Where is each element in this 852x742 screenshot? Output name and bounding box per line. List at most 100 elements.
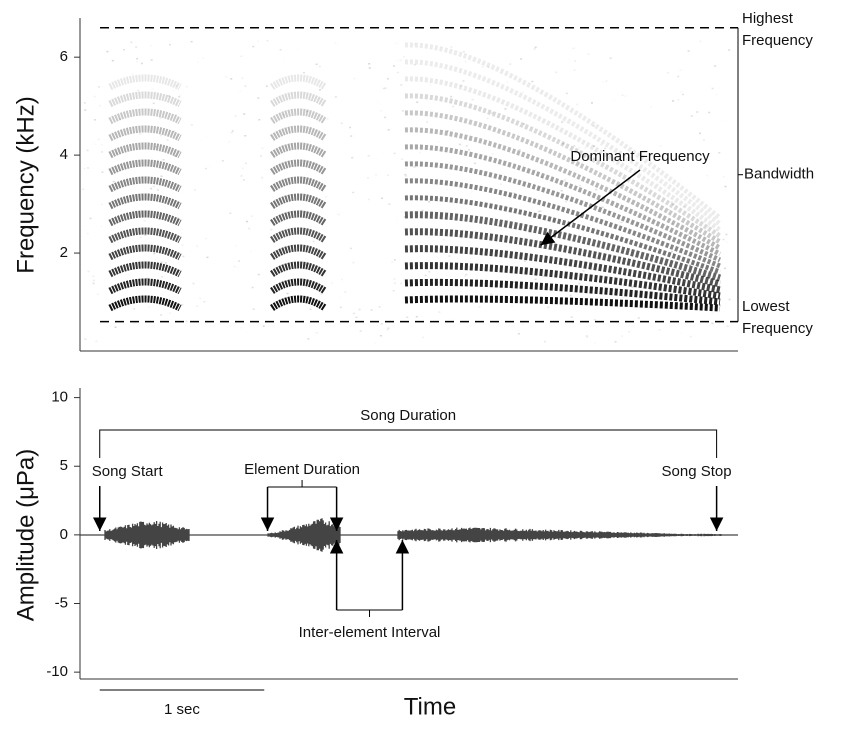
noise xyxy=(367,177,370,179)
noise xyxy=(513,192,516,194)
noise xyxy=(587,53,590,55)
noise xyxy=(539,210,542,212)
noise xyxy=(722,238,725,241)
noise xyxy=(387,129,390,131)
noise xyxy=(683,205,686,208)
noise xyxy=(450,46,453,48)
noise xyxy=(509,63,512,65)
noise xyxy=(725,233,728,236)
noise xyxy=(428,271,431,273)
noise xyxy=(106,50,109,53)
noise xyxy=(393,152,396,155)
harmonic xyxy=(108,142,182,159)
noise xyxy=(458,235,461,238)
noise xyxy=(595,188,598,191)
noise xyxy=(97,138,100,141)
harmonic xyxy=(404,93,722,239)
noise xyxy=(312,240,315,243)
noise xyxy=(225,76,228,78)
noise xyxy=(359,330,362,332)
noise xyxy=(621,297,624,299)
noise xyxy=(112,243,115,246)
harmonic xyxy=(404,59,722,226)
noise xyxy=(340,122,343,125)
noise xyxy=(297,48,299,50)
harmonic xyxy=(108,278,182,295)
noise xyxy=(111,59,114,62)
noise xyxy=(206,256,209,259)
noise xyxy=(387,327,390,330)
noise xyxy=(307,338,310,340)
noise xyxy=(118,118,121,120)
noise xyxy=(351,156,354,159)
noise xyxy=(171,90,173,92)
noise xyxy=(714,65,717,67)
noise xyxy=(707,225,710,228)
noise xyxy=(177,217,180,219)
song-duration-bracket xyxy=(99,429,718,458)
noise xyxy=(156,175,158,177)
harmonic xyxy=(404,195,721,275)
noise xyxy=(702,139,705,141)
noise xyxy=(403,216,406,218)
harmonic xyxy=(108,108,182,125)
noise xyxy=(353,77,356,80)
noise xyxy=(464,275,467,277)
noise xyxy=(265,85,268,87)
noise xyxy=(355,316,358,319)
noise xyxy=(175,84,178,87)
noise xyxy=(400,211,403,213)
noise xyxy=(152,88,155,90)
noise xyxy=(208,166,210,168)
noise xyxy=(231,130,234,132)
noise xyxy=(504,108,507,110)
noise xyxy=(400,282,403,285)
noise xyxy=(193,189,196,191)
noise xyxy=(560,190,563,192)
noise xyxy=(594,257,597,260)
element-duration-bracket xyxy=(267,480,337,488)
harmonic xyxy=(404,211,722,282)
harmonic xyxy=(270,159,327,175)
x-axis-label: Time xyxy=(404,693,456,720)
noise xyxy=(244,135,247,137)
noise xyxy=(82,188,85,191)
noise xyxy=(144,234,147,236)
noise xyxy=(574,60,577,62)
noise xyxy=(672,100,675,102)
noise xyxy=(458,143,461,146)
noise xyxy=(499,72,502,75)
noise xyxy=(659,145,662,147)
y-tick-label: 2 xyxy=(60,244,68,261)
noise xyxy=(221,160,224,162)
noise xyxy=(386,329,389,331)
noise xyxy=(185,320,188,323)
noise xyxy=(605,80,608,82)
noise xyxy=(517,333,520,335)
noise xyxy=(620,221,623,224)
noise xyxy=(533,48,536,50)
noise xyxy=(339,306,342,309)
noise xyxy=(511,262,514,265)
y-tick-label: 0 xyxy=(60,526,68,543)
noise xyxy=(478,306,481,308)
noise xyxy=(337,213,340,216)
noise xyxy=(318,65,321,68)
noise xyxy=(87,167,90,169)
noise xyxy=(101,171,104,174)
harmonic xyxy=(404,144,722,257)
noise xyxy=(471,190,474,193)
noise xyxy=(368,198,371,201)
noise xyxy=(497,224,500,227)
noise xyxy=(437,140,440,143)
noise xyxy=(578,163,581,165)
noise xyxy=(523,260,526,262)
noise xyxy=(227,159,229,161)
noise xyxy=(300,209,303,212)
noise xyxy=(565,92,568,95)
noise xyxy=(374,341,377,344)
noise xyxy=(140,62,143,65)
interval-label: Inter-element Interval xyxy=(299,624,441,641)
